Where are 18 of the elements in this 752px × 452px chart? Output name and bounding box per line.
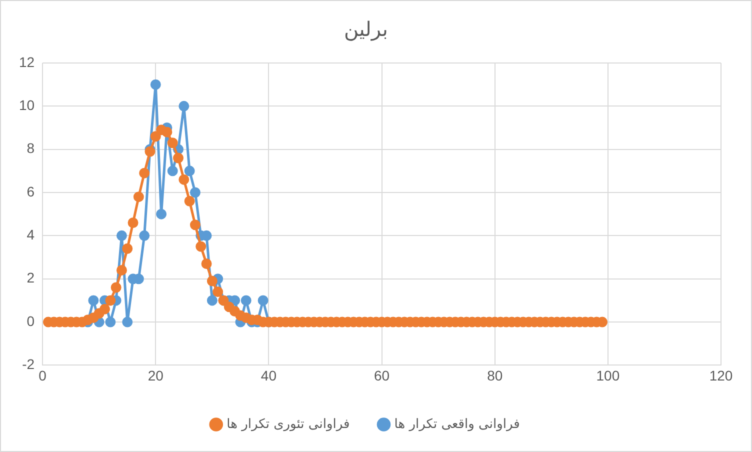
x-tick-label: 120 [709,367,733,384]
y-tick-label: 12 [18,54,35,70]
y-tick-label: 4 [26,226,35,243]
y-tick-label: 0 [26,312,35,329]
legend-label: فراوانی واقعی تکرار ها [394,416,520,432]
chart-title: برلین [344,17,388,42]
x-tick-label: 20 [148,367,164,384]
x-tick-label: 40 [260,367,277,384]
y-tick-label: 10 [18,97,35,114]
x-tick-label: 80 [487,367,503,384]
x-tick-label: 100 [596,367,620,384]
y-tick-label: 6 [26,183,35,200]
x-tick-label: 0 [38,367,47,384]
x-tick-label: 60 [374,367,390,384]
y-tick-label: 2 [26,270,35,286]
y-tick-label: 8 [26,140,35,156]
y-tick-label: -2 [22,356,35,372]
legend-label: فراوانی تئوری تکرار ها [226,416,350,432]
